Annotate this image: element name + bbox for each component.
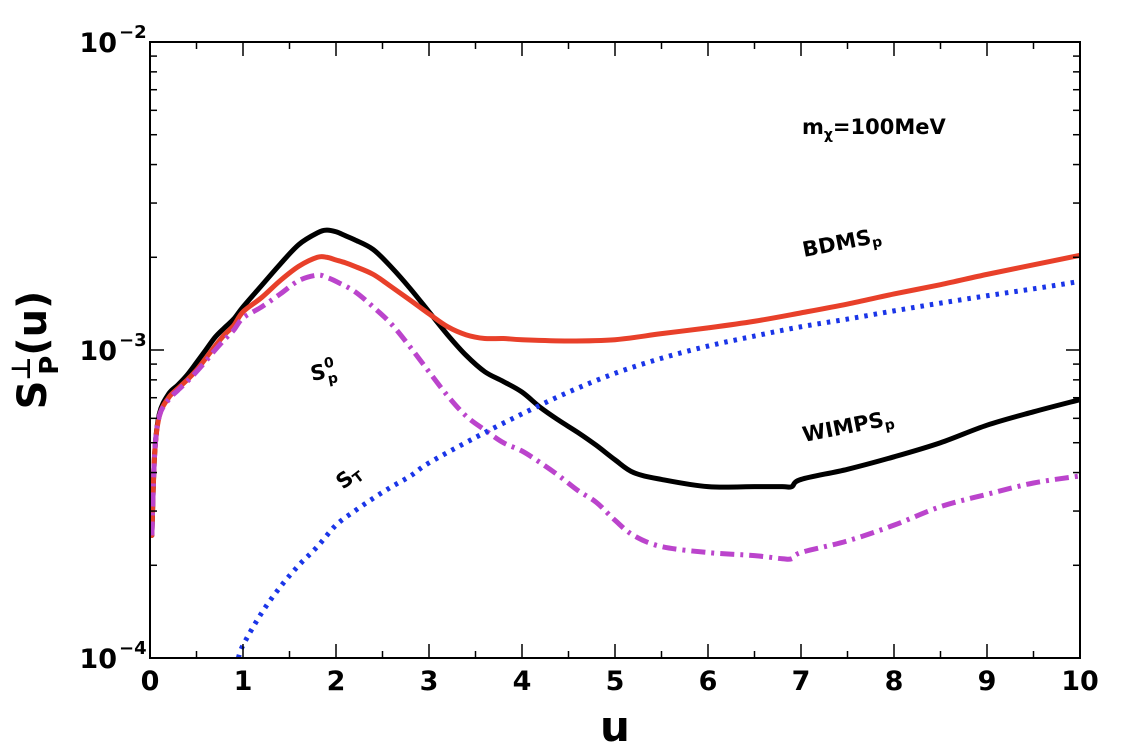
plot-frame bbox=[149, 41, 1081, 659]
x-tick-label: 7 bbox=[792, 666, 811, 697]
y-tick-label: 10 bbox=[79, 644, 117, 675]
y-tick-label: 10 bbox=[79, 336, 117, 367]
x-axis-title: u bbox=[600, 702, 630, 746]
y-tick-label-exponent: −3 bbox=[119, 330, 147, 351]
y-tick-label-exponent: −4 bbox=[119, 638, 147, 659]
y-axis-title-base: S bbox=[10, 381, 56, 410]
x-tick-label: 8 bbox=[885, 666, 904, 697]
x-tick-labels: 0 1 2 3 4 5 6 7 8 9 10 bbox=[141, 666, 1099, 697]
x-tick-label: 0 bbox=[141, 666, 160, 697]
x-tick-label: 2 bbox=[327, 666, 346, 697]
x-tick-label: 4 bbox=[513, 666, 532, 697]
y-axis-title-suffix: (u) bbox=[10, 291, 56, 356]
x-tick-label: 1 bbox=[234, 666, 253, 697]
y-tick-label: 10 bbox=[79, 28, 117, 59]
x-tick-label: 3 bbox=[420, 666, 439, 697]
y-axis-title: S⊥P(u) bbox=[7, 291, 65, 410]
series-layer bbox=[150, 227, 1080, 658]
y-tick-labels: 10−410−310−2 bbox=[79, 22, 146, 675]
annotation-mass: mχ=100MeV bbox=[802, 115, 946, 143]
y-axis-title-sub: P bbox=[35, 356, 65, 375]
y-axis-title-sup: ⊥ bbox=[7, 357, 37, 381]
x-tick-label: 5 bbox=[606, 666, 625, 697]
annotation-s0: S0p bbox=[308, 354, 340, 390]
x-tick-label: 9 bbox=[978, 666, 997, 697]
series-line-s-p-0 bbox=[150, 272, 1080, 562]
x-tick-label: 10 bbox=[1061, 666, 1099, 697]
x-tick-label: 6 bbox=[699, 666, 718, 697]
y-tick-label-exponent: −2 bbox=[119, 22, 147, 43]
